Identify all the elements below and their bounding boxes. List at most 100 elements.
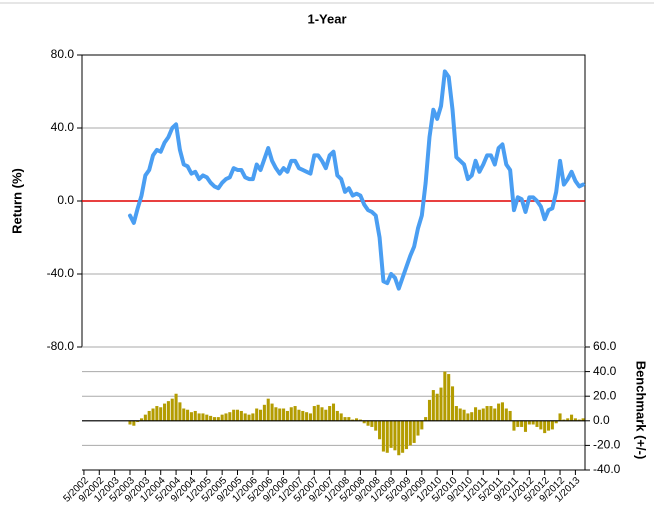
bar [370,420,374,427]
bar [427,399,432,421]
bar [297,409,301,421]
bar [420,420,424,430]
y-tick-label: -80.0 [47,339,75,353]
bar [247,414,251,421]
bar [155,406,159,421]
y-tick-label: 80.0 [51,47,75,61]
bar [362,420,366,424]
bar [493,408,497,421]
bar [581,418,585,421]
bar [347,417,351,421]
bar [570,414,574,421]
bar [331,403,336,421]
bar [389,420,393,448]
bar [462,409,466,421]
bar [393,420,397,451]
bar [527,420,531,425]
bar [136,420,140,423]
bar [378,420,382,440]
bar [466,413,470,421]
y-tick-label: -40.0 [47,266,75,280]
bar [193,410,197,421]
bar [543,420,547,434]
bar [139,418,144,421]
bar [397,420,401,456]
y2-tick-label: -20.0 [593,438,621,452]
bar [301,410,305,421]
bar [289,407,293,421]
bar [228,412,232,421]
bar [339,413,343,421]
bar [554,420,558,424]
bar [385,420,389,453]
bar [408,420,412,446]
bar [262,404,266,421]
bar [232,409,236,421]
bar [197,413,201,421]
bar [351,419,355,421]
bar [539,420,543,430]
bar [189,412,193,421]
bar [516,420,520,427]
bar [259,409,263,421]
y2-tick-label: -40.0 [593,462,621,476]
bar [255,408,259,421]
bar [366,420,370,426]
bar [447,374,451,421]
bar [239,410,243,421]
bar [531,420,535,425]
bar [201,413,205,421]
bar [216,417,220,421]
bar [577,419,581,421]
y2-tick-label: 60.0 [593,339,617,353]
bar [312,406,316,421]
bar [470,412,474,421]
bar [251,413,255,421]
bar [439,387,443,421]
bar [335,410,339,421]
bar [308,413,312,421]
bar [220,414,224,421]
bar [358,419,362,421]
bar [550,420,554,430]
bar [481,408,485,421]
bar [182,408,186,421]
bar [270,403,274,421]
bar [163,403,167,421]
bar [562,419,566,421]
bar [416,420,420,436]
bar [285,410,289,421]
bar [209,415,213,421]
bar [477,409,481,421]
bar [404,420,408,450]
bar [186,409,190,421]
bar [178,402,182,421]
y2-tick-label: 20.0 [593,388,617,402]
bar [274,407,278,421]
bar [566,418,570,421]
bar [497,403,501,421]
bar [328,406,332,421]
bar [573,418,577,421]
y-tick-label: 0.0 [57,193,74,207]
bar [224,413,228,421]
bar [401,420,405,453]
bar [355,418,359,421]
bar [128,420,132,425]
bar [243,413,247,421]
bar [320,407,324,421]
bar [343,417,347,421]
bar [278,408,282,421]
bar [424,417,428,421]
bar [381,420,385,452]
return-line [128,69,586,291]
bar [535,420,539,427]
bar [431,390,435,421]
y2-axis-label: Benchmark (+/-) [634,361,649,460]
bar [412,420,416,443]
bar [170,398,174,421]
bar [450,386,455,421]
y2-tick-label: 40.0 [593,364,617,378]
bar [500,402,504,421]
bar [520,420,524,427]
